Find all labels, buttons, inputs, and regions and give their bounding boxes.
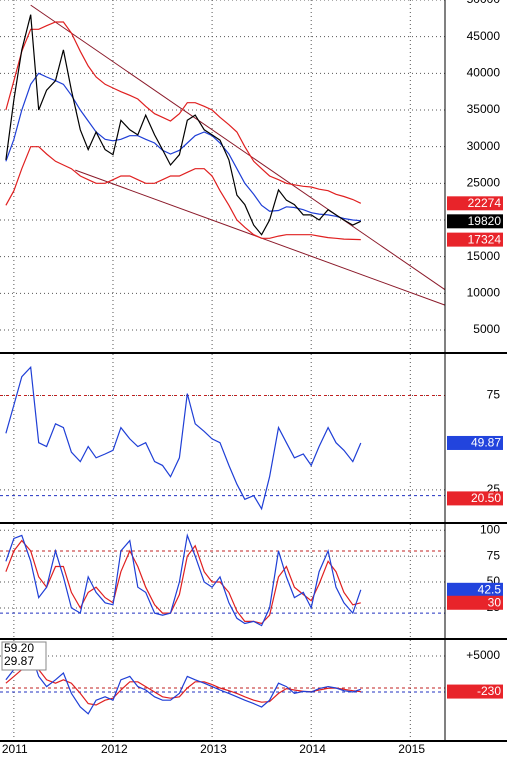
y-tick-label: 15000 (467, 249, 501, 263)
value-marker (447, 196, 503, 211)
y-tick-label: 25000 (467, 176, 501, 190)
value-marker (447, 595, 503, 610)
y-tick-label: 30000 (467, 139, 501, 153)
value-marker (447, 214, 503, 229)
readout: 29.87 (4, 654, 34, 668)
value-marker-label: 19820 (468, 214, 502, 228)
value-marker-label: 30 (488, 595, 502, 609)
value-marker (447, 232, 503, 247)
series-line (5, 146, 361, 241)
trend-line (30, 4, 446, 291)
value-marker-label: 42.5 (478, 582, 502, 596)
x-tick-label: 2013 (200, 742, 227, 756)
value-marker (447, 491, 503, 506)
value-marker (447, 684, 503, 699)
y-tick-label: 5000 (473, 322, 500, 336)
series-line (5, 21, 362, 204)
series-line (5, 72, 361, 222)
value-marker-label: 22274 (468, 196, 502, 210)
series-line (5, 533, 362, 627)
value-marker-label: 49.87 (471, 436, 501, 450)
y-tick-label: 40000 (467, 66, 501, 80)
readout: 59.20 (4, 641, 34, 655)
y-tick-label: 10000 (467, 286, 501, 300)
x-tick-label: 2011 (2, 742, 28, 756)
value-marker-label: 20.50 (471, 491, 501, 505)
y-tick-label: 45000 (467, 29, 501, 43)
series-line (5, 14, 362, 236)
y-tick-label: 50000 (467, 0, 501, 6)
value-marker-label: -230 (477, 684, 501, 698)
y-tick-label: +5000 (466, 648, 500, 662)
value-marker-label: 17324 (468, 232, 502, 246)
y-tick-label: 75 (487, 548, 501, 562)
y-tick-label: 100 (480, 522, 500, 536)
series-line (5, 651, 361, 715)
x-tick-label: 2012 (101, 742, 128, 756)
y-tick-label: 35000 (467, 102, 501, 116)
readout-box (1, 641, 47, 671)
x-tick-label: 2014 (299, 742, 326, 756)
series-line (5, 365, 362, 511)
value-marker (447, 435, 503, 450)
value-marker (447, 582, 503, 597)
x-tick-label: 2015 (398, 742, 425, 756)
y-tick-label: 75 (487, 388, 501, 402)
